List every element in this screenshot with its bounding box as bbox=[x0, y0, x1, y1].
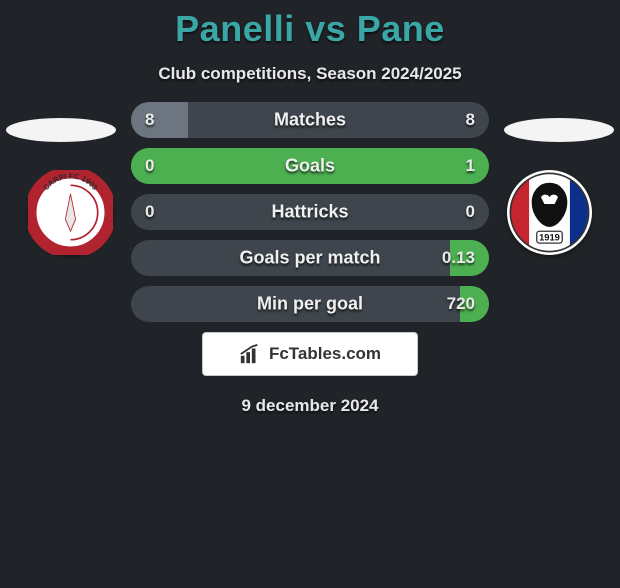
comparison-panel: CARPI FC 1909 1919 Matches 8 8 Goals 0 1 Hattr… bbox=[0, 102, 620, 416]
chart-icon bbox=[239, 343, 261, 365]
stat-row: Min per goal 720 bbox=[131, 286, 489, 322]
stat-label: Min per goal bbox=[257, 294, 363, 315]
stat-label: Goals bbox=[285, 156, 335, 177]
stat-row: Goals per match 0.13 bbox=[131, 240, 489, 276]
stat-value-left: 8 bbox=[145, 110, 154, 130]
stat-row: Hattricks 0 0 bbox=[131, 194, 489, 230]
stat-value-right: 720 bbox=[447, 294, 475, 314]
date-text: 9 december 2024 bbox=[0, 396, 620, 416]
stat-row: Matches 8 8 bbox=[131, 102, 489, 138]
club-logo-right-svg: 1919 bbox=[507, 170, 592, 255]
stat-label: Hattricks bbox=[271, 202, 348, 223]
club-logo-right: 1919 bbox=[507, 170, 592, 255]
brand-text: FcTables.com bbox=[269, 344, 381, 364]
club-logo-right-year: 1919 bbox=[539, 233, 560, 243]
stat-value-right: 0 bbox=[466, 202, 475, 222]
stat-fill-left bbox=[131, 102, 188, 138]
club-logo-left: CARPI FC 1909 bbox=[28, 170, 113, 255]
stat-rows: Matches 8 8 Goals 0 1 Hattricks 0 0 Goals per mat… bbox=[131, 102, 489, 322]
stat-row: Goals 0 1 bbox=[131, 148, 489, 184]
subtitle: Club competitions, Season 2024/2025 bbox=[0, 64, 620, 84]
club-logo-left-svg: CARPI FC 1909 bbox=[28, 170, 113, 255]
stat-label: Matches bbox=[274, 110, 346, 131]
player-oval-left bbox=[6, 118, 116, 142]
stat-label: Goals per match bbox=[239, 248, 380, 269]
stat-value-right: 1 bbox=[466, 156, 475, 176]
stat-value-left: 0 bbox=[145, 202, 154, 222]
stat-value-right: 8 bbox=[466, 110, 475, 130]
stat-value-left: 0 bbox=[145, 156, 154, 176]
brand-box[interactable]: FcTables.com bbox=[202, 332, 418, 376]
player-oval-right bbox=[504, 118, 614, 142]
page-title: Panelli vs Pane bbox=[0, 8, 620, 50]
stat-value-right: 0.13 bbox=[442, 248, 475, 268]
